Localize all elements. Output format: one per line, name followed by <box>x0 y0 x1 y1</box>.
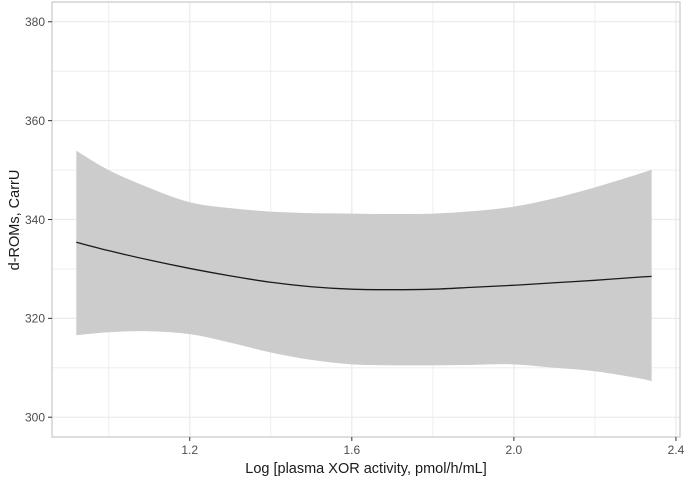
y-tick-label: 340 <box>25 213 45 227</box>
fit-line <box>76 241 652 291</box>
y-tick-label: 320 <box>25 312 45 326</box>
y-tick-label: 380 <box>25 15 45 29</box>
y-tick-label: 300 <box>25 411 45 425</box>
x-tick-label: 1.2 <box>181 443 198 457</box>
y-axis: 300 320 340 360 380 <box>25 15 52 425</box>
y-axis-title: d-ROMs, CarrU <box>7 170 23 271</box>
y-tick-label: 360 <box>25 114 45 128</box>
x-axis: 1.2 1.6 2.0 2.4 <box>181 437 685 457</box>
confidence-band-layer <box>76 150 652 382</box>
confidence-band <box>76 150 652 382</box>
x-axis-title: Log [plasma XOR activity, pmol/h/mL] <box>245 461 487 477</box>
x-tick-label: 2.0 <box>506 443 523 457</box>
x-tick-label: 1.6 <box>343 443 360 457</box>
x-tick-label: 2.4 <box>668 443 685 457</box>
fit-line-layer <box>76 241 652 291</box>
